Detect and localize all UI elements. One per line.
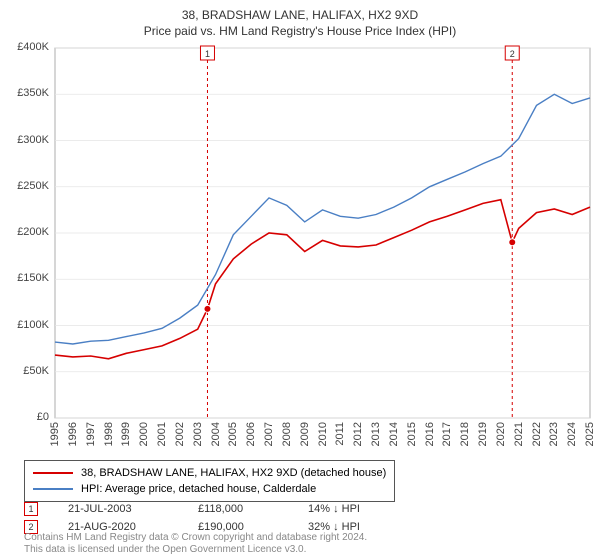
- sale-marker-num: 2: [28, 522, 33, 532]
- x-tick-label: 2019: [477, 422, 489, 446]
- x-tick-label: 1999: [120, 422, 132, 446]
- x-tick-label: 2025: [584, 422, 596, 446]
- sale-marker-icon: 1: [24, 502, 38, 516]
- x-tick-label: 2009: [299, 422, 311, 446]
- svg-text:1: 1: [205, 49, 210, 59]
- footer-line: This data is licensed under the Open Gov…: [24, 544, 367, 556]
- x-tick-label: 1996: [67, 422, 79, 446]
- legend-label: 38, BRADSHAW LANE, HALIFAX, HX2 9XD (det…: [81, 465, 386, 481]
- y-tick-label: £300K: [0, 134, 55, 146]
- x-tick-label: 2018: [459, 422, 471, 446]
- chart-legend: 38, BRADSHAW LANE, HALIFAX, HX2 9XD (det…: [24, 460, 395, 502]
- x-tick-label: 2000: [138, 422, 150, 446]
- x-tick-label: 2005: [227, 422, 239, 446]
- x-tick-label: 2022: [531, 422, 543, 446]
- sale-marker-num: 1: [28, 504, 33, 514]
- x-tick-label: 2001: [156, 422, 168, 446]
- x-tick-label: 2014: [388, 422, 400, 446]
- x-tick-label: 2010: [317, 422, 329, 446]
- sale-date: 21-JUL-2003: [68, 503, 168, 515]
- sale-row: 1 21-JUL-2003 £118,000 14% ↓ HPI: [24, 502, 360, 516]
- legend-swatch: [33, 472, 73, 474]
- price-line-chart: 12: [0, 40, 600, 470]
- x-tick-label: 2004: [210, 422, 222, 446]
- legend-swatch: [33, 488, 73, 490]
- x-tick-label: 2021: [513, 422, 525, 446]
- chart-title: 38, BRADSHAW LANE, HALIFAX, HX2 9XD: [0, 0, 600, 22]
- x-tick-label: 2008: [281, 422, 293, 446]
- y-tick-label: £250K: [0, 180, 55, 192]
- x-tick-label: 2024: [566, 422, 578, 446]
- footer-line: Contains HM Land Registry data © Crown c…: [24, 532, 367, 544]
- y-tick-label: £50K: [0, 365, 55, 377]
- sale-delta: 14% ↓ HPI: [308, 503, 360, 515]
- x-tick-label: 2006: [245, 422, 257, 446]
- x-tick-label: 2003: [192, 422, 204, 446]
- x-tick-label: 2015: [406, 422, 418, 446]
- footer-attribution: Contains HM Land Registry data © Crown c…: [24, 532, 367, 556]
- x-tick-label: 2013: [370, 422, 382, 446]
- legend-label: HPI: Average price, detached house, Cald…: [81, 481, 316, 497]
- x-tick-label: 2020: [495, 422, 507, 446]
- y-tick-label: £200K: [0, 226, 55, 238]
- x-tick-label: 1998: [103, 422, 115, 446]
- x-tick-label: 2007: [263, 422, 275, 446]
- y-tick-label: £100K: [0, 319, 55, 331]
- x-tick-label: 2011: [334, 422, 346, 446]
- x-tick-label: 2012: [352, 422, 364, 446]
- y-tick-label: £0: [0, 411, 55, 423]
- sale-price: £118,000: [198, 503, 278, 515]
- y-tick-label: £350K: [0, 87, 55, 99]
- svg-text:2: 2: [510, 49, 515, 59]
- x-tick-label: 2016: [424, 422, 436, 446]
- x-tick-label: 2002: [174, 422, 186, 446]
- x-tick-label: 2017: [441, 422, 453, 446]
- x-tick-label: 2023: [548, 422, 560, 446]
- y-tick-label: £150K: [0, 272, 55, 284]
- x-tick-label: 1997: [85, 422, 97, 446]
- legend-item: HPI: Average price, detached house, Cald…: [33, 481, 386, 497]
- y-tick-label: £400K: [0, 41, 55, 53]
- legend-item: 38, BRADSHAW LANE, HALIFAX, HX2 9XD (det…: [33, 465, 386, 481]
- x-tick-label: 1995: [49, 422, 61, 446]
